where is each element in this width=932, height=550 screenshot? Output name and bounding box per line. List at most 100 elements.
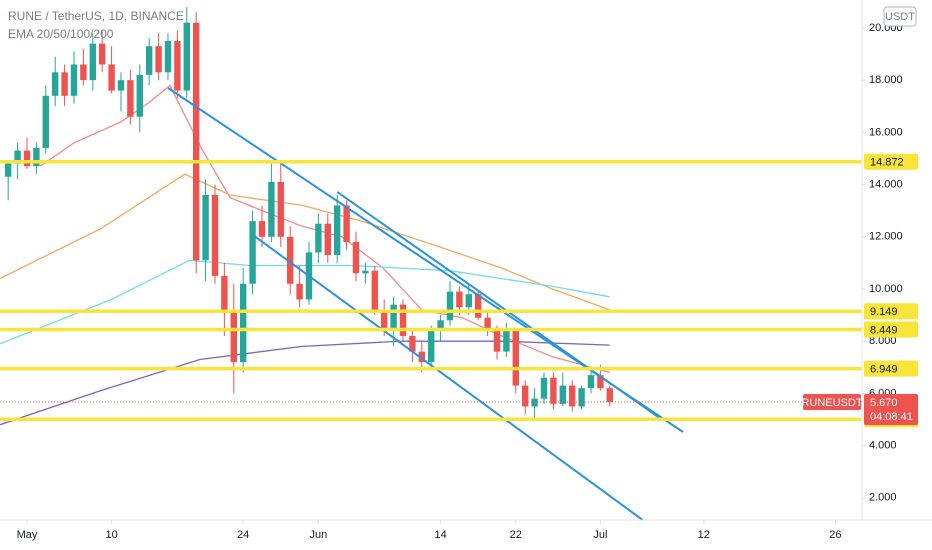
candle-body bbox=[559, 385, 566, 404]
candle-body bbox=[540, 377, 548, 399]
candle-body bbox=[98, 43, 106, 65]
candle-body bbox=[268, 181, 275, 237]
candle-body bbox=[550, 377, 557, 404]
level-label: 9.149 bbox=[870, 306, 898, 318]
price-box bbox=[864, 394, 918, 426]
x-tick-label: Jun bbox=[310, 529, 328, 541]
candle-body bbox=[493, 330, 501, 352]
candle-body bbox=[531, 398, 538, 407]
candle-body bbox=[192, 22, 200, 261]
price-axis bbox=[862, 0, 932, 550]
candle-body bbox=[362, 270, 369, 274]
candle-body bbox=[117, 80, 125, 91]
currency-box[interactable] bbox=[883, 6, 917, 27]
ema-line bbox=[0, 173, 611, 311]
trendline bbox=[336, 191, 661, 419]
candle-body bbox=[418, 351, 425, 363]
candle-body bbox=[296, 283, 303, 300]
currency[interactable]: USDT bbox=[885, 11, 915, 23]
candle-body bbox=[80, 64, 87, 81]
candle-body bbox=[474, 294, 482, 318]
symbol-box bbox=[803, 394, 861, 411]
candle-body bbox=[183, 22, 190, 91]
candle-body bbox=[333, 205, 341, 256]
x-tick-label: Jul bbox=[593, 529, 607, 541]
candle-body bbox=[164, 40, 172, 73]
candle-body bbox=[70, 64, 78, 96]
candle-body bbox=[484, 317, 491, 331]
candle-body bbox=[568, 385, 576, 407]
candle-body bbox=[23, 150, 31, 167]
symbol-label: RUNEUSDT bbox=[801, 397, 862, 409]
candle-body bbox=[239, 283, 247, 363]
y-tick-label: 10.000 bbox=[869, 283, 903, 295]
level-label-box bbox=[864, 360, 918, 377]
chart-title: RUNE / TetherUS, 1D, BINANCE bbox=[8, 9, 184, 23]
y-tick-label: 4.000 bbox=[869, 440, 897, 452]
candle-body bbox=[315, 223, 322, 253]
plot-area bbox=[0, 7, 862, 520]
candle-body bbox=[89, 43, 96, 81]
candle-body bbox=[343, 205, 350, 242]
candle-body bbox=[503, 330, 510, 352]
y-tick-label: 12.000 bbox=[869, 231, 903, 243]
trendline bbox=[254, 235, 644, 520]
level-label: 8.449 bbox=[870, 324, 898, 336]
candle-body bbox=[249, 221, 256, 284]
x-tick-label: 26 bbox=[829, 529, 841, 541]
level-label-box bbox=[864, 321, 918, 338]
candle-body bbox=[108, 64, 115, 91]
candle-body bbox=[33, 148, 40, 167]
x-tick-label: 24 bbox=[237, 529, 249, 541]
x-tick-label: 22 bbox=[510, 529, 522, 541]
candle-body bbox=[127, 80, 134, 117]
candle-body bbox=[521, 385, 529, 407]
candle-body bbox=[371, 270, 378, 310]
candle-body bbox=[324, 223, 331, 256]
candle-body bbox=[456, 291, 463, 308]
candle-body bbox=[512, 330, 519, 386]
level-label: 14.872 bbox=[870, 157, 904, 169]
level-label-box bbox=[864, 303, 918, 320]
x-tick-label: 14 bbox=[434, 529, 446, 541]
ema-line bbox=[0, 340, 610, 426]
candle-body bbox=[578, 388, 585, 407]
candle-body bbox=[4, 163, 12, 177]
candle-body bbox=[211, 195, 219, 276]
candle-body bbox=[597, 375, 604, 389]
candle-body bbox=[380, 309, 388, 329]
candle-body bbox=[202, 195, 209, 261]
candle-body bbox=[277, 181, 284, 237]
candle-body bbox=[174, 40, 181, 91]
x-tick-label: 12 bbox=[698, 529, 710, 541]
candle-body bbox=[390, 304, 397, 329]
candle-body bbox=[14, 150, 21, 164]
candle-body bbox=[399, 304, 407, 336]
candle-body bbox=[286, 236, 294, 284]
candle-body bbox=[145, 46, 153, 75]
y-tick-label: 16.000 bbox=[869, 126, 903, 138]
level-label: 6.949 bbox=[870, 364, 898, 376]
candle-body bbox=[606, 388, 613, 403]
candle-body bbox=[155, 46, 162, 73]
y-tick-label: 2.000 bbox=[869, 492, 897, 504]
candle-body bbox=[587, 375, 595, 389]
candle-body bbox=[427, 330, 435, 363]
y-tick-label: 14.000 bbox=[869, 178, 903, 190]
candle-body bbox=[465, 294, 472, 308]
candle-body bbox=[61, 72, 68, 96]
y-tick-label: 18.000 bbox=[869, 74, 903, 86]
candle-body bbox=[51, 72, 59, 96]
candle-body bbox=[42, 95, 49, 149]
candle-body bbox=[221, 275, 228, 313]
candle-body bbox=[230, 312, 237, 363]
candle-body bbox=[258, 221, 266, 237]
countdown-label: 04:08:41 bbox=[870, 411, 913, 423]
price-label: 5.670 bbox=[870, 397, 898, 409]
x-tick-label: May bbox=[17, 529, 38, 541]
candle-body bbox=[409, 335, 416, 352]
y-tick-label: 8.000 bbox=[869, 335, 897, 347]
axes: 2.0004.0006.0008.00010.00012.00014.00016… bbox=[17, 22, 918, 541]
